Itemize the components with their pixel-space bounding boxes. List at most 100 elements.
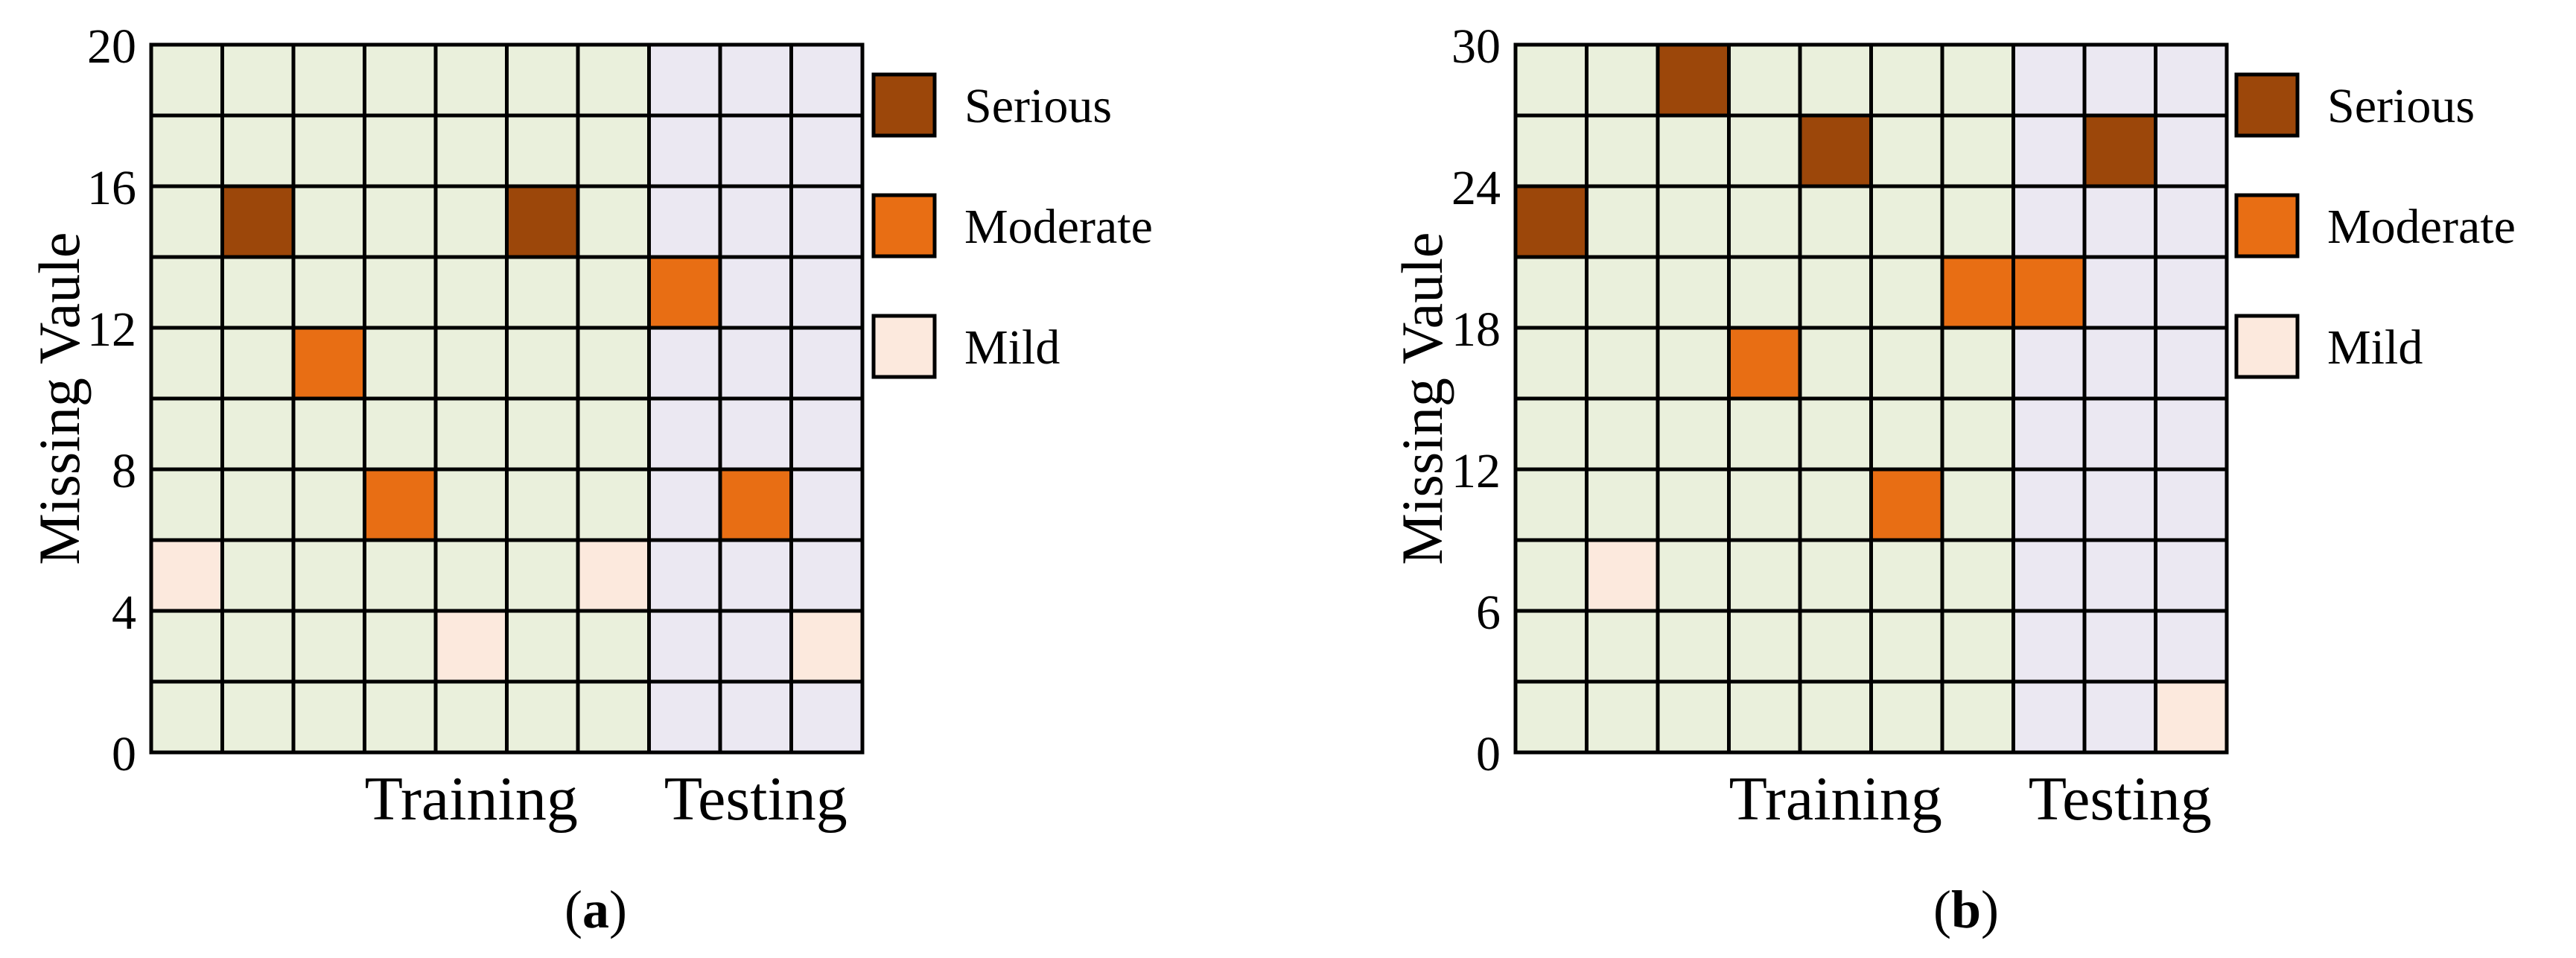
- panel-b-cell: [1940, 184, 2015, 259]
- panel-a-cell: [433, 184, 509, 259]
- panel-b-cell: [1656, 679, 1731, 755]
- panel-a-cell: [220, 609, 296, 684]
- panel-a-cell: [291, 184, 366, 259]
- panel-b-cell: [1869, 326, 1944, 401]
- panel-b-cell: [1869, 609, 1944, 684]
- panel-b-cell: [1798, 184, 1873, 259]
- panel-a-cell: [363, 113, 438, 188]
- panel-b-cell: [1513, 113, 1588, 188]
- panel-a-legend-label-moderate: Moderate: [964, 200, 1153, 254]
- panel-a-cell: [647, 609, 722, 684]
- panel-b-cell: [1869, 42, 1944, 118]
- panel-a-cell: [433, 679, 509, 755]
- panel-a-cell: [789, 396, 865, 472]
- panel-a-cell: [647, 113, 722, 188]
- panel-a-cell: [718, 42, 793, 118]
- panel-a-cell: [718, 326, 793, 401]
- panel-b-cell: [1585, 396, 1660, 472]
- panel-b-cell: [2011, 326, 2087, 401]
- panel-a-cell: [220, 538, 296, 613]
- panel-a-cell: [433, 255, 509, 330]
- panel-a-cell-moderate: [291, 326, 366, 401]
- panel-a-cell: [505, 679, 580, 755]
- panel-a-cell: [789, 184, 865, 259]
- panel-a-cell: [647, 679, 722, 755]
- panel-b-cell: [2011, 396, 2087, 472]
- panel-b-cell: [1656, 467, 1731, 542]
- panel-b-cell: [1869, 538, 1944, 613]
- panel-b-cell: [1798, 467, 1873, 542]
- panel-b-cell: [2154, 396, 2229, 472]
- panel-a-cell: [433, 396, 509, 472]
- panel-b-cell: [1940, 538, 2015, 613]
- panel-a-cell: [718, 396, 793, 472]
- panel-a-cell: [789, 113, 865, 188]
- panel-a-cell: [220, 396, 296, 472]
- panel-a-cell: [505, 326, 580, 401]
- panel-a-y-tick-label: 0: [112, 727, 136, 781]
- panel-b-cell: [1940, 42, 2015, 118]
- panel-b-cell: [1513, 326, 1588, 401]
- panel-a-cell-mild: [149, 538, 224, 613]
- panel-b-cell: [1513, 679, 1588, 755]
- panel-a-cell: [647, 538, 722, 613]
- panel-b-cell: [1940, 113, 2015, 188]
- panel-a-cell: [718, 255, 793, 330]
- panel-a-cell: [505, 113, 580, 188]
- panel-a-cell: [220, 679, 296, 755]
- panel-b-y-axis-label: Missing Vaule: [1390, 232, 1454, 565]
- panel-a-cell: [576, 184, 651, 259]
- panel-a-cell: [363, 255, 438, 330]
- panel-b-cell: [1798, 326, 1873, 401]
- panel-b-cell-serious: [1656, 42, 1731, 118]
- panel-b-cell: [1513, 255, 1588, 330]
- panel-a-cell: [718, 184, 793, 259]
- panel-b-cell: [2154, 42, 2229, 118]
- panel-a-cell: [789, 255, 865, 330]
- panel-b: 0 6 12 18 24 30 Missing Vaule Training Testin…: [1390, 19, 2516, 939]
- panel-a-cell: [433, 538, 509, 613]
- panel-b-cell: [2082, 538, 2157, 613]
- panel-b-cell: [1585, 113, 1660, 188]
- panel-a-cell: [149, 42, 224, 118]
- panel-b-cell: [1727, 113, 1802, 188]
- panel-a-cell: [220, 255, 296, 330]
- panel-a-cell: [291, 609, 366, 684]
- panel-b-y-tick-label: 24: [1451, 161, 1501, 215]
- panel-a-y-axis-label: Missing Vaule: [27, 232, 92, 565]
- panel-b-cell-serious: [1513, 184, 1588, 259]
- panel-a-y-tick-label: 4: [112, 586, 136, 640]
- panel-a-cell: [291, 679, 366, 755]
- panel-a-cell-serious: [220, 184, 296, 259]
- panel-a-cell: [433, 467, 509, 542]
- panel-a-cell: [789, 42, 865, 118]
- panel-a-cell: [576, 467, 651, 542]
- panel-b-cell-mild: [1585, 538, 1660, 613]
- panel-a-cell: [789, 326, 865, 401]
- panel-a-cell: [433, 42, 509, 118]
- panel-a-legend-label-serious: Serious: [964, 79, 1112, 133]
- panel-b-cell: [2011, 42, 2087, 118]
- panel-b-cell: [1869, 255, 1944, 330]
- panel-a-cell: [576, 396, 651, 472]
- panel-a-cell: [505, 538, 580, 613]
- panel-b-cell: [2011, 538, 2087, 613]
- panel-b-cell: [1940, 396, 2015, 472]
- panel-b-cell: [2082, 679, 2157, 755]
- panel-b-cell: [1513, 467, 1588, 542]
- panel-a-cell-moderate: [363, 467, 438, 542]
- panel-b-cell: [2154, 255, 2229, 330]
- panel-a-cell: [505, 396, 580, 472]
- panel-b-cell: [1727, 255, 1802, 330]
- panel-b-cell: [2082, 184, 2157, 259]
- panel-b-cell: [1513, 609, 1588, 684]
- panel-a-legend: Serious Moderate Mild: [871, 72, 1153, 379]
- panel-b-cell: [1585, 255, 1660, 330]
- panel-a-y-tick-label: 8: [112, 444, 136, 498]
- panel-a-cell-moderate: [718, 467, 793, 542]
- panel-b-cell: [1656, 538, 1731, 613]
- panel-b-cell: [1798, 609, 1873, 684]
- panel-a-cell: [291, 467, 366, 542]
- panel-b-cell: [2082, 609, 2157, 684]
- panel-b-cell: [1940, 326, 2015, 401]
